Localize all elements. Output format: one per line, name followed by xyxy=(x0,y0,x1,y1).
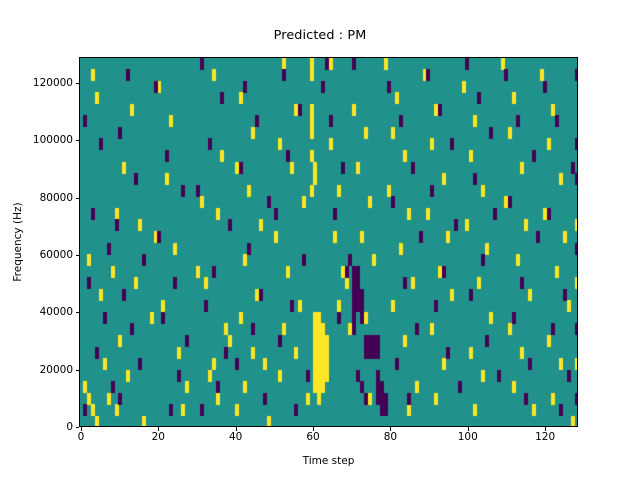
y-tick-label: 0 xyxy=(66,421,73,433)
x-tick-mark xyxy=(158,427,160,431)
y-tick-mark xyxy=(75,312,79,314)
x-tick-label: 120 xyxy=(535,431,556,443)
chart-title: Predicted : PM xyxy=(273,28,367,43)
y-tick-mark xyxy=(75,427,79,428)
x-tick-label: 60 xyxy=(306,431,320,443)
y-tick-label: 60000 xyxy=(39,248,73,261)
x-tick-label: 100 xyxy=(457,431,478,443)
x-tick-mark xyxy=(235,427,237,431)
x-tick-label: 80 xyxy=(383,431,398,443)
y-tick-label: 120000 xyxy=(32,76,73,89)
x-tick-mark xyxy=(313,427,315,431)
y-tick-mark xyxy=(75,254,79,256)
heatmap-image xyxy=(80,58,577,426)
x-tick-mark xyxy=(390,427,392,431)
x-tick-label: 40 xyxy=(228,431,243,443)
x-tick-label: 20 xyxy=(151,431,165,443)
x-axis-label: Time step xyxy=(302,455,355,467)
x-tick-mark xyxy=(80,427,82,431)
y-tick-mark xyxy=(75,369,79,371)
y-tick-mark xyxy=(75,140,79,142)
y-tick-mark xyxy=(75,82,79,84)
x-tick-label: 0 xyxy=(77,431,85,443)
y-tick-label: 20000 xyxy=(39,363,73,376)
y-tick-label: 80000 xyxy=(39,191,73,204)
y-axis-label: Frequency (Hz) xyxy=(12,202,24,282)
x-tick-mark xyxy=(467,427,469,431)
y-tick-label: 100000 xyxy=(32,134,73,147)
heatmap-axes xyxy=(79,57,578,427)
y-tick-mark xyxy=(75,197,79,199)
y-tick-label: 40000 xyxy=(39,306,73,319)
x-tick-mark xyxy=(545,427,547,431)
